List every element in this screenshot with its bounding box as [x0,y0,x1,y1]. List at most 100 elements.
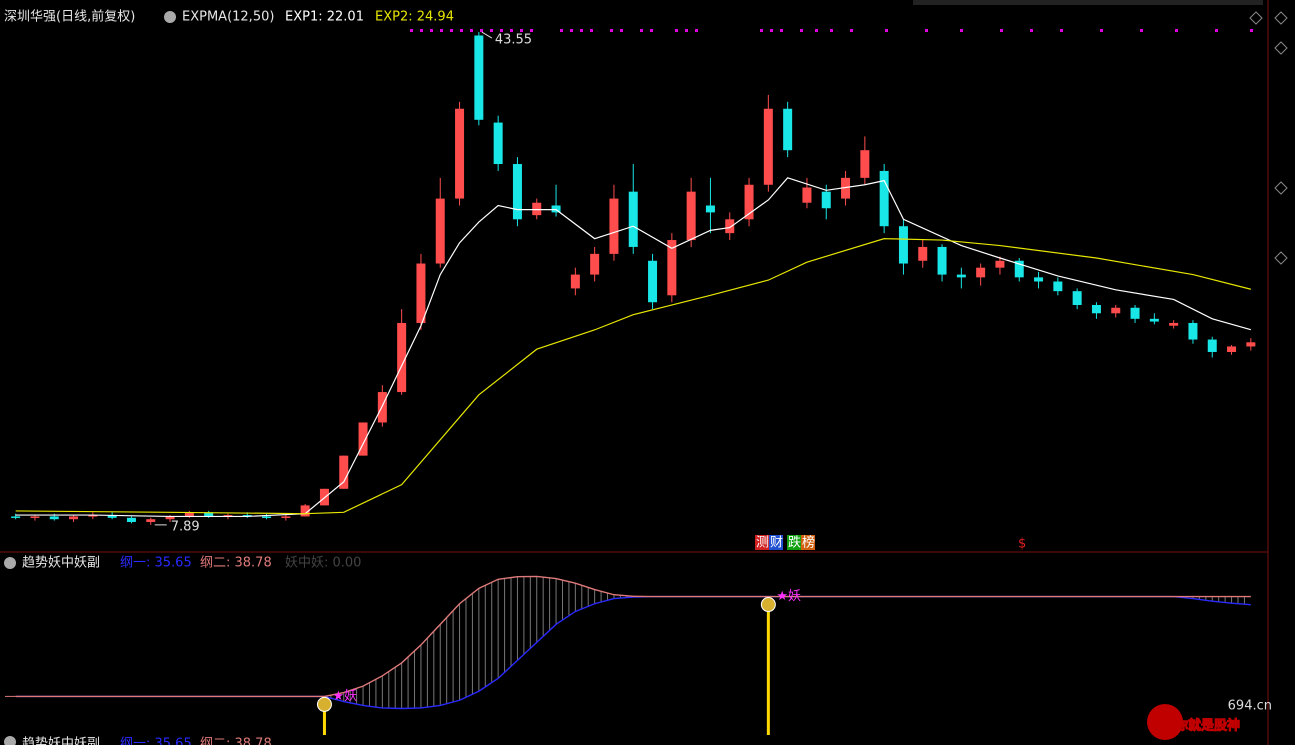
legend-entry: 纲一: 35.65 [120,737,192,745]
tag-box [801,535,815,550]
menu-button[interactable] [164,11,176,23]
legend-entry: 纲一: 35.65 [120,556,192,571]
candle-body [223,515,233,517]
signal-dot [1000,29,1003,32]
candle-body [976,267,986,278]
candle-body [1053,281,1063,292]
signal-dot [640,29,643,32]
toolbar-strip [913,0,1263,5]
chart-title: 深圳华强(日线,前复权) [4,9,135,25]
signal-label: ★妖 [776,589,801,604]
candle-body [725,219,735,234]
signal-dot [430,29,433,32]
signal-dot [770,29,773,32]
signal-dot [815,29,818,32]
candle-body [551,205,561,213]
candle-body [397,322,407,393]
signal-dot [1100,29,1103,32]
candle-body [570,274,580,289]
candle-body [821,191,831,209]
legend-entry: 妖中妖: 0.00 [285,556,361,571]
candle-body [860,150,870,178]
signal-dot [1030,29,1033,32]
diamond-button[interactable] [1274,11,1288,25]
candle-body [1111,307,1121,314]
candle-body [1246,342,1256,347]
candle-body [995,260,1005,268]
menu-button[interactable] [4,736,16,745]
candle-body [956,274,966,278]
signal-dot [420,29,423,32]
signal-dot [490,29,493,32]
candle-body [841,177,851,199]
candle-body [358,422,368,456]
signal-dot [675,29,678,32]
candle-body [204,512,214,517]
signal-dot [580,29,583,32]
candle-body [184,512,194,517]
menu-button[interactable] [4,557,16,569]
signal-dot [1175,29,1178,32]
signal-dot [960,29,963,32]
signal-dot [470,29,473,32]
signal-coin [316,696,332,712]
diamond-button[interactable] [1274,181,1288,195]
candle-body [49,516,59,520]
signal-dot [620,29,623,32]
diamond-button[interactable] [1249,11,1263,25]
signal-dot [530,29,533,32]
watermark: 694.cn 你就是股神 [1147,699,1272,740]
legend-entry: 纲二: 38.78 [200,556,272,571]
signal-dot [610,29,613,32]
line-series [15,177,1252,518]
signal-dot [830,29,833,32]
diamond-button[interactable] [1274,41,1288,55]
candle-body [88,515,98,517]
watermark-text: 你就是股神 [1174,718,1240,734]
candle-body [1149,318,1159,322]
candle-body [512,164,522,220]
signal-dot [1140,29,1143,32]
annotation-arrow [481,31,493,39]
line-series [15,238,1251,515]
candle-body [879,170,889,227]
candle-body [1034,277,1044,282]
signal-dot [460,29,463,32]
candle-body [648,260,658,303]
candle-body [532,202,542,216]
candle-body [69,516,79,520]
signal-dot [480,29,483,32]
signal-coin [760,597,776,613]
candle-body [11,516,21,518]
candle-body [474,35,484,120]
candle-body [609,198,619,254]
candle-body [107,515,117,518]
tag-label: 财 [770,536,783,551]
candle-body [898,226,908,264]
tag-box [755,535,769,550]
watermark-logo [1147,704,1183,740]
signal-dot [410,29,413,32]
tag-label: 测 [756,536,769,551]
candle-body [146,519,156,522]
signal-dot [590,29,593,32]
candle-body [416,263,426,323]
tag-box [787,535,801,550]
signal-dot [850,29,853,32]
signal-dot [885,29,888,32]
candle-body [242,515,252,517]
candle-body [435,198,445,264]
signal-dot [440,29,443,32]
signal-dot [685,29,688,32]
signal-dot [695,29,698,32]
diamond-button[interactable] [1274,251,1288,265]
panel-title: 趋势妖中妖副 [22,555,100,571]
candle-body [1130,307,1140,319]
candle-body [667,240,677,296]
tag-label: 榜 [802,535,815,551]
signal-dot [450,29,453,32]
candle-body [744,184,754,220]
candle-body [300,505,310,517]
candle-body [126,517,136,522]
